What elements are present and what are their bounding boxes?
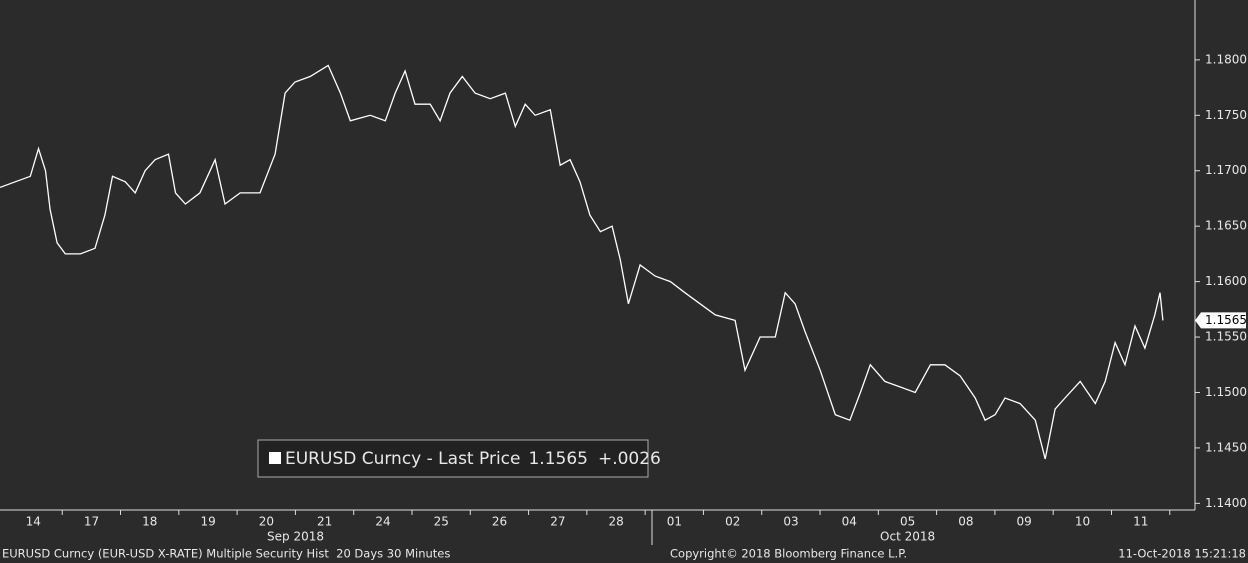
x-tick-label: 03 — [783, 515, 798, 529]
legend-last: 1.1565 — [528, 449, 587, 469]
footer-center: Copyright© 2018 Bloomberg Finance L.P. — [670, 547, 907, 561]
x-tick-label: 04 — [842, 515, 857, 529]
y-tick-label: 1.1700 — [1205, 163, 1247, 177]
x-tick-label: 14 — [26, 515, 41, 529]
x-tick-label: 24 — [375, 515, 390, 529]
legend-swatch — [269, 452, 281, 464]
x-tick-label: 02 — [725, 515, 740, 529]
legend-name: EURUSD Curncy - Last Price — [285, 449, 520, 469]
y-tick-label: 1.1450 — [1205, 440, 1247, 454]
x-tick-label: 10 — [1075, 515, 1090, 529]
y-tick-label: 1.1750 — [1205, 108, 1247, 122]
x-tick-label: 27 — [550, 515, 565, 529]
legend-change: +.0026 — [598, 449, 661, 469]
month-label: Sep 2018 — [267, 530, 324, 544]
legend-box — [257, 439, 649, 478]
footer-left: EURUSD Curncy (EUR-USD X-RATE) Multiple … — [2, 547, 450, 561]
last-price-tag — [1195, 312, 1246, 329]
y-tick-label: 1.1650 — [1205, 219, 1247, 233]
x-tick-label: 28 — [609, 515, 624, 529]
y-tick-label: 1.1800 — [1205, 52, 1247, 66]
last-price-label: 1.1565 — [1205, 313, 1247, 327]
y-tick-label: 1.1550 — [1205, 330, 1247, 344]
x-tick-label: 18 — [142, 515, 157, 529]
x-tick-label: 17 — [84, 515, 99, 529]
x-tick-label: 11 — [1133, 515, 1148, 529]
x-tick-label: 05 — [900, 515, 915, 529]
x-tick-label: 08 — [958, 515, 973, 529]
x-tick-label: 01 — [667, 515, 682, 529]
x-tick-label: 26 — [492, 515, 507, 529]
x-tick-label: 21 — [317, 515, 332, 529]
x-tick-label: 20 — [259, 515, 274, 529]
x-tick-label: 09 — [1017, 515, 1032, 529]
month-label: Oct 2018 — [880, 530, 935, 544]
footer-right: 11-Oct-2018 15:21:18 — [1118, 547, 1246, 561]
price-line — [0, 64, 1164, 460]
y-tick-label: 1.1600 — [1205, 274, 1247, 288]
x-tick-label: 19 — [200, 515, 215, 529]
x-tick-label: 25 — [434, 515, 449, 529]
legend-label: EURUSD Curncy - Last Price 1.1565 +.0026 — [285, 449, 661, 469]
y-tick-label: 1.1500 — [1205, 385, 1247, 399]
y-tick-label: 1.1400 — [1205, 496, 1247, 510]
